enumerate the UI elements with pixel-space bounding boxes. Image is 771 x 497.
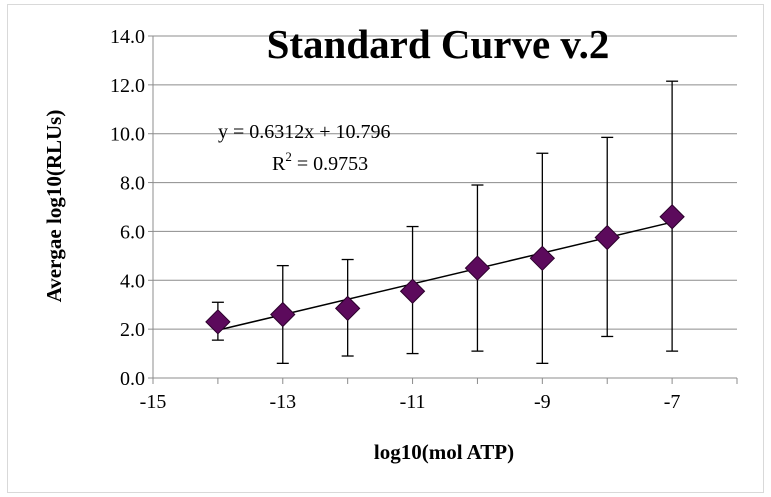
data-point bbox=[334, 295, 361, 322]
chart-frame bbox=[7, 4, 764, 493]
x-tick-label: -7 bbox=[664, 391, 681, 413]
data-point bbox=[464, 255, 491, 281]
y-tick-label: 4.0 bbox=[120, 270, 145, 292]
data-point bbox=[205, 309, 231, 335]
x-tick-label: -9 bbox=[534, 391, 551, 413]
data-point bbox=[529, 245, 556, 272]
y-axis-title: Avergae log10(RLUs) bbox=[42, 110, 66, 303]
data-points bbox=[205, 204, 685, 335]
x-tick-label: -11 bbox=[400, 391, 426, 413]
y-tick-label: 0.0 bbox=[120, 368, 145, 390]
data-point bbox=[594, 224, 620, 251]
axes bbox=[148, 35, 738, 384]
grid-lines bbox=[153, 35, 737, 330]
y-tick-label: 14.0 bbox=[110, 26, 145, 48]
trendline bbox=[217, 221, 673, 331]
r-squared-superscript: 2 bbox=[285, 149, 292, 164]
trendline-group bbox=[217, 221, 673, 331]
chart-title: Standard Curve v.2 bbox=[267, 21, 610, 67]
r-squared-label: R2 = 0.9753 bbox=[272, 149, 368, 175]
data-point bbox=[399, 278, 426, 304]
x-tick-labels: -15 -13 -11 -9 -7 bbox=[140, 391, 681, 413]
x-axis-title: log10(mol ATP) bbox=[374, 440, 514, 464]
y-tick-labels: 0.0 2.0 4.0 6.0 8.0 10.0 12.0 14.0 bbox=[110, 26, 145, 390]
data-point bbox=[270, 301, 296, 328]
trendline-equation: y = 0.6312x + 10.796 bbox=[218, 121, 391, 143]
y-tick-label: 8.0 bbox=[120, 173, 145, 195]
x-tick-label: -15 bbox=[140, 391, 167, 413]
y-tick-label: 12.0 bbox=[110, 75, 145, 97]
x-tick-label: -13 bbox=[269, 391, 296, 413]
r-squared-value: = 0.9753 bbox=[292, 153, 368, 175]
data-point bbox=[659, 204, 685, 230]
r-squared-prefix: R bbox=[272, 153, 286, 175]
y-tick-label: 10.0 bbox=[110, 124, 145, 146]
y-tick-label: 2.0 bbox=[120, 319, 145, 341]
y-tick-label: 6.0 bbox=[120, 221, 145, 243]
